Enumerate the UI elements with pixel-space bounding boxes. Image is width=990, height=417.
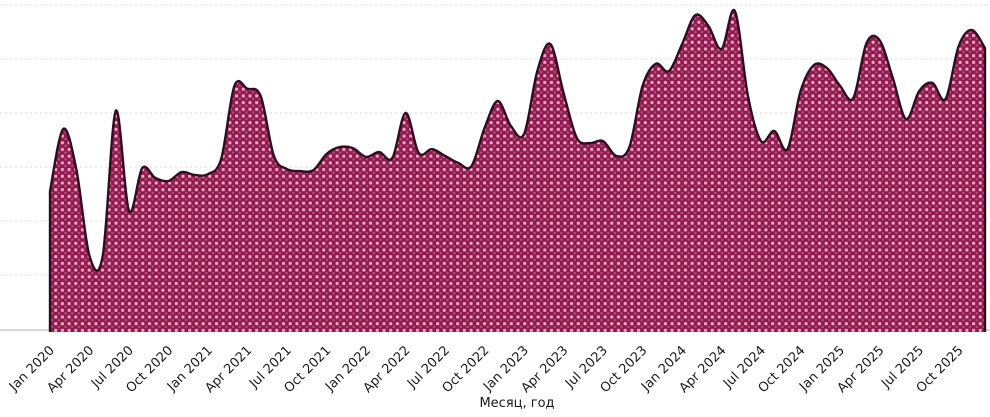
area-outline — [48, 8, 987, 332]
area-fill — [50, 9, 985, 332]
x-axis-title: Месяц, год — [479, 396, 554, 411]
